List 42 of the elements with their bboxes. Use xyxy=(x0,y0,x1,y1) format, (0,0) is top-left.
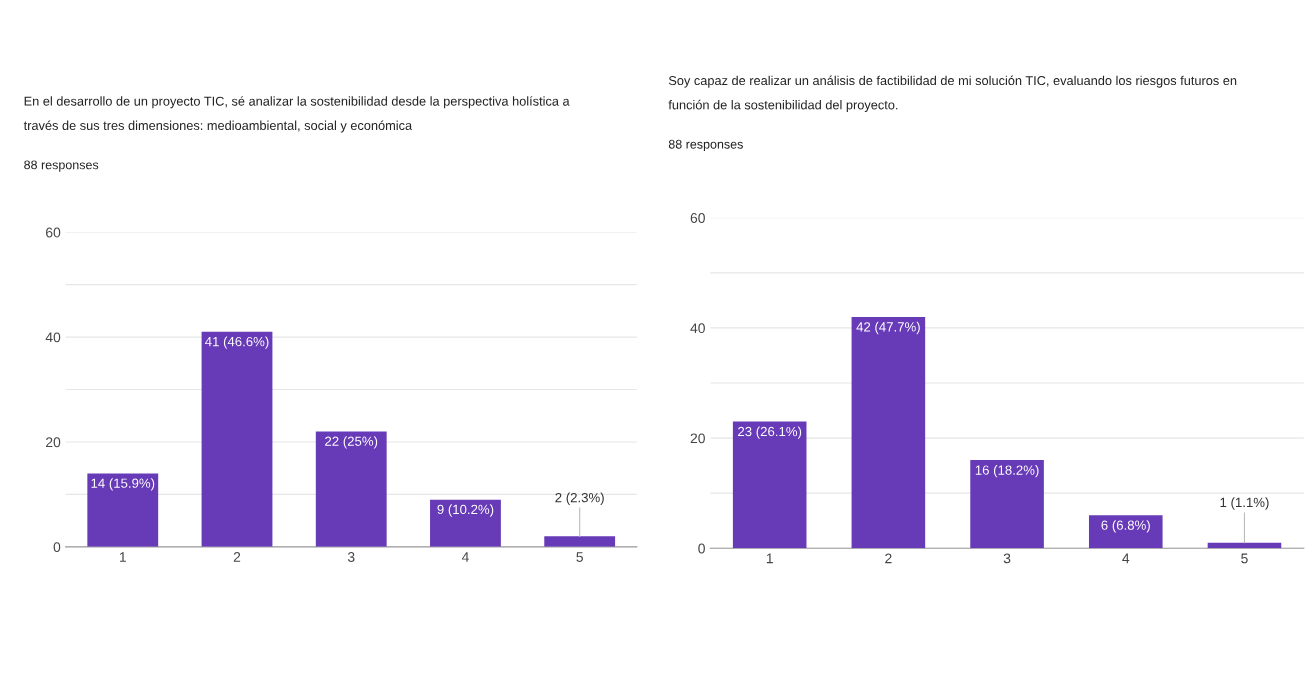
bar xyxy=(1088,515,1163,549)
bar xyxy=(544,536,616,547)
bar xyxy=(201,331,273,547)
y-tick-label: 20 xyxy=(690,433,705,444)
x-tick-label: 3 xyxy=(1003,553,1011,564)
data-label: 22 (25%) xyxy=(325,436,378,449)
data-label: 16 (18.2%) xyxy=(975,465,1039,478)
y-tick-label: 40 xyxy=(45,332,61,343)
x-tick-label: 2 xyxy=(885,553,892,564)
chart-subtitle: 88 responses xyxy=(24,160,99,172)
x-tick-label: 4 xyxy=(461,552,469,562)
bar xyxy=(1207,542,1282,549)
bar xyxy=(430,499,501,547)
x-tick-label: 3 xyxy=(347,552,355,562)
chart-title: Soy capaz de realizar un análisis de factibilidad de mi solución TIC, evaluando los riesgos futuros en función de la sostenibilidad del proyecto. xyxy=(668,75,1237,112)
x-tick-label: 2 xyxy=(233,552,241,562)
data-label: 42 (47.7%) xyxy=(856,321,920,335)
data-label: 23 (26.1%) xyxy=(738,426,802,439)
bar xyxy=(732,421,807,549)
y-tick-label: 60 xyxy=(46,227,61,238)
data-label: 1 (1.1%) xyxy=(1220,497,1269,510)
y-tick-label: 0 xyxy=(53,542,61,553)
data-label: 2 (2.3%) xyxy=(555,492,604,505)
y-tick-label: 60 xyxy=(690,213,705,223)
chart-subtitle: 88 responses xyxy=(668,139,743,152)
bar xyxy=(87,473,159,547)
y-tick-label: 20 xyxy=(46,437,61,448)
bar xyxy=(315,431,387,547)
chart-title: En el desarrollo de un proyecto TIC, sé analizar la sostenibilidad desde la perspectiva holística a través de sus tres dimensiones: medioambiental, social y económica xyxy=(23,96,570,133)
x-tick-label: 4 xyxy=(1122,553,1130,564)
x-tick-label: 5 xyxy=(576,552,583,562)
x-tick-label: 1 xyxy=(119,552,126,562)
data-label: 9 (10.2%) xyxy=(437,504,494,517)
x-tick-label: 1 xyxy=(766,553,773,564)
data-label: 41 (46.6%) xyxy=(205,336,269,349)
x-tick-label: 5 xyxy=(1241,553,1248,564)
bar xyxy=(851,316,926,549)
bar xyxy=(970,460,1044,549)
y-tick-label: 0 xyxy=(698,543,705,554)
data-label: 6 (6.8%) xyxy=(1101,520,1150,533)
data-label: 14 (15.9%) xyxy=(91,478,155,491)
y-tick-label: 40 xyxy=(690,323,705,334)
